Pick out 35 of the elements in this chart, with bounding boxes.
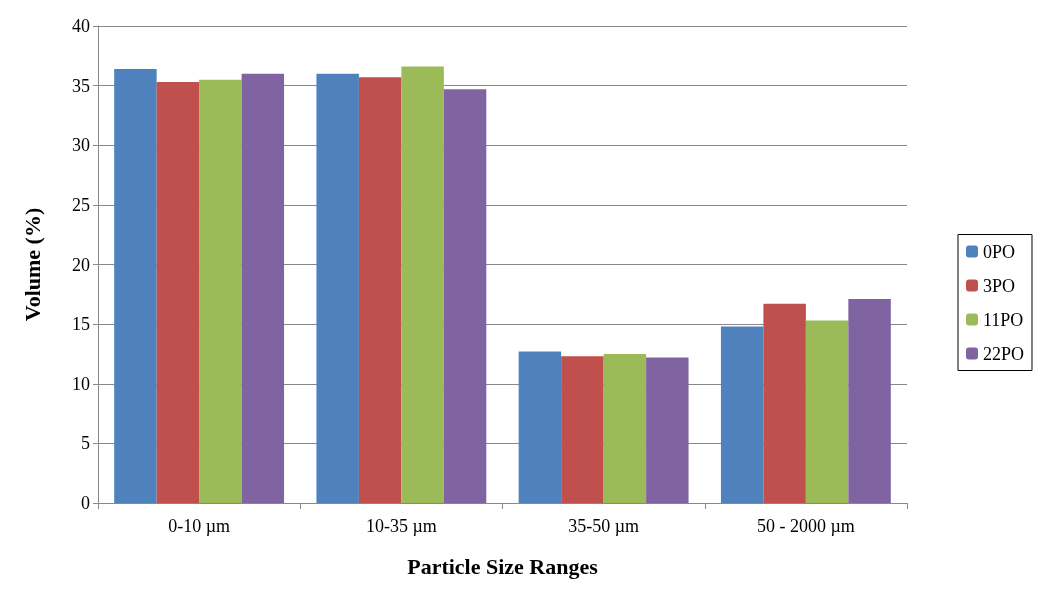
bar xyxy=(646,357,689,503)
bar xyxy=(156,82,200,503)
x-tick-label: 35-50 µm xyxy=(568,516,640,536)
legend-label: 3PO xyxy=(982,275,1016,296)
bar xyxy=(720,326,764,503)
legend-label: 11PO xyxy=(982,309,1024,330)
bar xyxy=(763,303,806,503)
y-tick-label: 40 xyxy=(72,16,90,36)
y-tick-label: 0 xyxy=(81,493,90,513)
y-tick-label: 25 xyxy=(72,194,90,215)
legend-label: 0PO xyxy=(982,241,1016,262)
y-tick-label: 10 xyxy=(72,373,90,394)
x-tick-label: 10-35 µm xyxy=(365,516,437,536)
x-tick-label: 0-10 µm xyxy=(168,516,231,536)
bar xyxy=(199,79,242,503)
bar xyxy=(848,299,891,503)
bar xyxy=(603,353,647,503)
bar xyxy=(316,73,359,503)
bar xyxy=(401,66,444,503)
bar xyxy=(561,356,604,503)
y-tick-label: 35 xyxy=(72,75,90,96)
bar xyxy=(358,77,402,503)
y-tick-label: 5 xyxy=(81,433,90,454)
bar xyxy=(805,320,849,503)
y-tick-label: 15 xyxy=(72,314,90,335)
y-tick-label: 20 xyxy=(72,254,90,275)
x-axis-title: Particle Size Ranges xyxy=(407,553,599,579)
x-tick-label: 50 - 2000 µm xyxy=(756,516,855,536)
legend-label: 22PO xyxy=(982,343,1025,364)
bar xyxy=(241,73,285,503)
y-axis-title: Volume (%) xyxy=(19,207,45,322)
y-tick-label: 30 xyxy=(72,135,90,156)
bar xyxy=(443,89,487,503)
bar xyxy=(518,351,562,503)
bar xyxy=(114,68,157,503)
